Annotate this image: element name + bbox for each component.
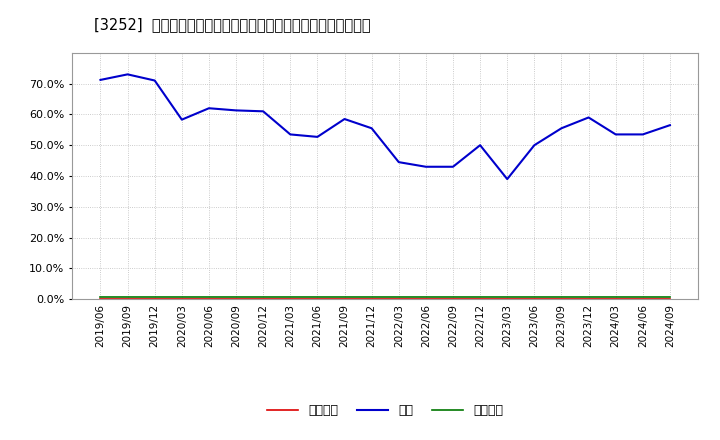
在庫 [476, 143, 485, 148]
買入債務 [150, 294, 159, 300]
売上債権 [178, 296, 186, 301]
売上債権 [204, 296, 213, 301]
買入債務 [421, 294, 430, 300]
在庫 [123, 72, 132, 77]
在庫 [557, 126, 566, 131]
買入債務 [204, 294, 213, 300]
在庫 [665, 123, 674, 128]
在庫 [503, 176, 511, 182]
売上債権 [395, 296, 403, 301]
在庫 [204, 106, 213, 111]
買入債務 [665, 294, 674, 300]
在庫 [584, 115, 593, 120]
在庫 [395, 160, 403, 165]
売上債権 [341, 296, 349, 301]
売上債権 [449, 296, 457, 301]
在庫 [178, 117, 186, 122]
買入債務 [639, 294, 647, 300]
買入債務 [286, 294, 294, 300]
在庫 [449, 164, 457, 169]
買入債務 [123, 294, 132, 300]
買入債務 [96, 294, 105, 300]
売上債権 [313, 296, 322, 301]
在庫 [286, 132, 294, 137]
在庫 [639, 132, 647, 137]
売上債権 [639, 296, 647, 301]
売上債権 [259, 296, 268, 301]
売上債権 [530, 296, 539, 301]
買入債務 [313, 294, 322, 300]
在庫 [313, 134, 322, 139]
在庫 [259, 109, 268, 114]
買入債務 [530, 294, 539, 300]
在庫 [150, 78, 159, 83]
買入債務 [178, 294, 186, 300]
売上債権 [584, 296, 593, 301]
売上債権 [123, 296, 132, 301]
Text: [3252]  売上債権、在庫、買入債務の総資産に対する比率の推移: [3252] 売上債権、在庫、買入債務の総資産に対する比率の推移 [94, 18, 370, 33]
売上債権 [557, 296, 566, 301]
買入債務 [476, 294, 485, 300]
売上債権 [665, 296, 674, 301]
売上債権 [286, 296, 294, 301]
買入債務 [259, 294, 268, 300]
買入債務 [611, 294, 620, 300]
買入債務 [503, 294, 511, 300]
在庫 [232, 108, 240, 113]
在庫 [421, 164, 430, 169]
買入債務 [367, 294, 376, 300]
Line: 在庫: 在庫 [101, 74, 670, 179]
在庫 [530, 143, 539, 148]
売上債権 [421, 296, 430, 301]
在庫 [611, 132, 620, 137]
買入債務 [395, 294, 403, 300]
買入債務 [584, 294, 593, 300]
売上債権 [367, 296, 376, 301]
買入債務 [449, 294, 457, 300]
買入債務 [341, 294, 349, 300]
売上債権 [503, 296, 511, 301]
売上債権 [96, 296, 105, 301]
売上債権 [611, 296, 620, 301]
Legend: 売上債権, 在庫, 買入債務: 売上債権, 在庫, 買入債務 [262, 399, 508, 422]
在庫 [96, 77, 105, 83]
在庫 [341, 116, 349, 121]
売上債権 [150, 296, 159, 301]
売上債権 [476, 296, 485, 301]
在庫 [367, 126, 376, 131]
買入債務 [232, 294, 240, 300]
買入債務 [557, 294, 566, 300]
売上債権 [232, 296, 240, 301]
